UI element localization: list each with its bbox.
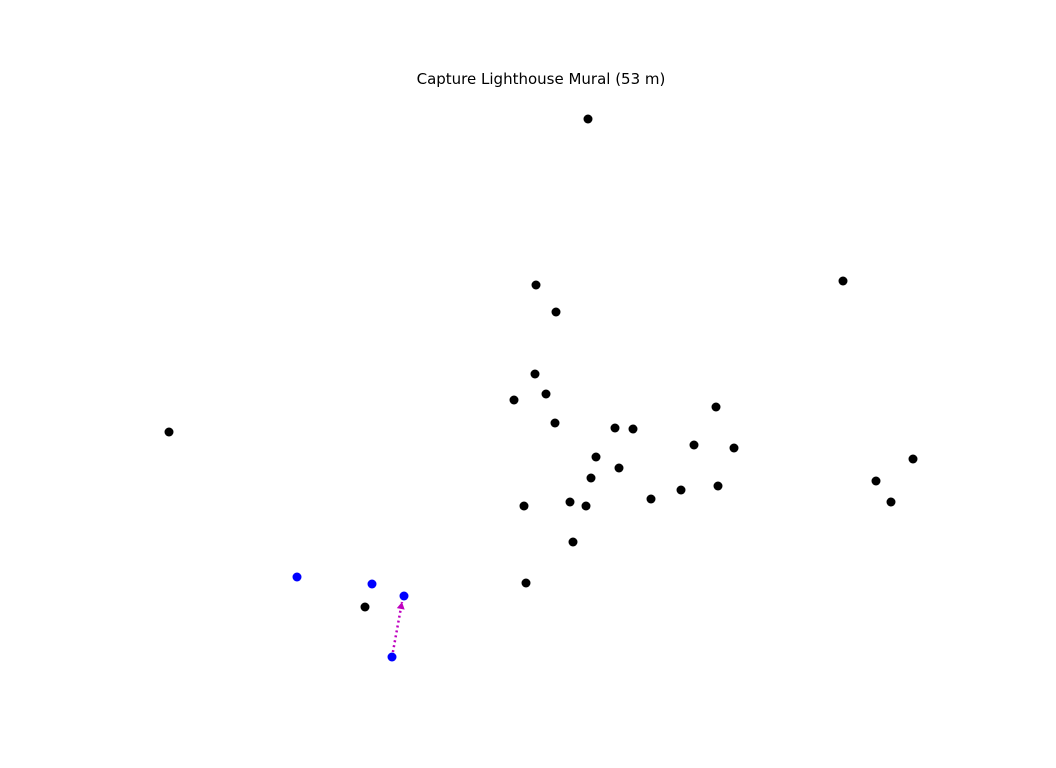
neutral-point[interactable] (646, 494, 656, 504)
neutral-point[interactable] (583, 114, 593, 124)
neutral-point[interactable] (711, 402, 721, 412)
neutral-point[interactable] (838, 276, 848, 286)
player-point[interactable] (292, 572, 302, 582)
neutral-point[interactable] (521, 578, 531, 588)
neutral-point[interactable] (886, 497, 896, 507)
neutral-point[interactable] (614, 463, 624, 473)
neutral-point[interactable] (509, 395, 519, 405)
player-point[interactable] (399, 591, 409, 601)
route-layer (390, 601, 405, 658)
neutral-point[interactable] (908, 454, 918, 464)
player-points-layer (292, 572, 409, 662)
player-point[interactable] (387, 652, 397, 662)
neutral-point[interactable] (565, 497, 575, 507)
neutral-point[interactable] (581, 501, 591, 511)
neutral-point[interactable] (676, 485, 686, 495)
route-arrowhead-icon (396, 602, 405, 610)
neutral-point[interactable] (530, 369, 540, 379)
neutral-point[interactable] (628, 424, 638, 434)
neutral-point[interactable] (360, 602, 370, 612)
neutral-point[interactable] (519, 501, 529, 511)
neutral-point[interactable] (551, 307, 561, 317)
neutral-point[interactable] (591, 452, 601, 462)
neutral-point[interactable] (164, 427, 174, 437)
neutral-point[interactable] (586, 473, 596, 483)
objective-title: Capture Lighthouse Mural (53 m) (417, 70, 666, 88)
neutral-point[interactable] (531, 280, 541, 290)
neutral-point[interactable] (713, 481, 723, 491)
route-line (390, 601, 404, 658)
neutral-point[interactable] (729, 443, 739, 453)
neutral-point[interactable] (541, 389, 551, 399)
player-point[interactable] (367, 579, 377, 589)
neutral-point[interactable] (550, 418, 560, 428)
neutral-point[interactable] (568, 537, 578, 547)
neutral-point[interactable] (689, 440, 699, 450)
neutral-points-layer (164, 114, 918, 612)
neutral-point[interactable] (871, 476, 881, 486)
neutral-point[interactable] (610, 423, 620, 433)
